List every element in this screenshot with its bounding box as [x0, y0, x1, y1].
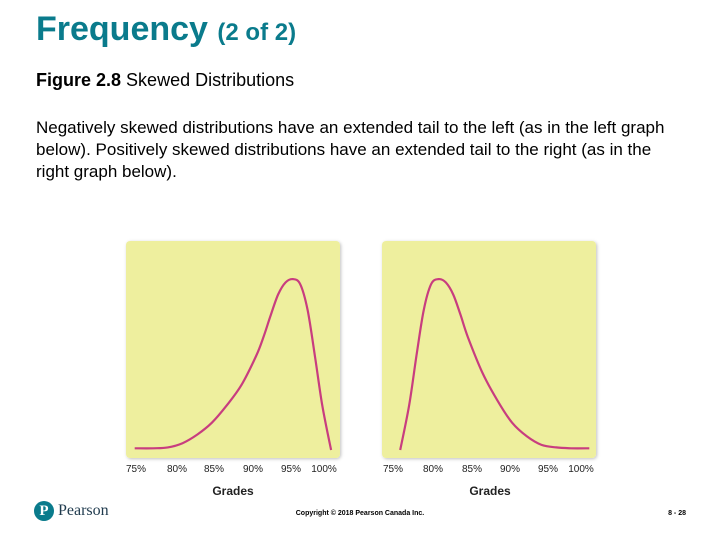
- copyright-notice: Copyright © 2018 Pearson Canada Inc.: [295, 510, 425, 517]
- pearson-logo: P Pearson: [34, 501, 109, 521]
- x-tick-labels: 75% 80% 85% 90% 95% 100%: [383, 464, 594, 475]
- title-suffix: (2 of 2): [217, 19, 297, 46]
- body-text: Negatively skewed distributions have an …: [36, 118, 665, 181]
- x-tick-label: 95%: [281, 464, 301, 475]
- slide-title: Frequency (2 of 2): [36, 10, 296, 49]
- x-tick-label: 100%: [311, 464, 337, 475]
- x-tick-label: 100%: [568, 464, 594, 475]
- x-tick-label: 85%: [462, 464, 482, 475]
- negatively-skewed-chart: 75% 80% 85% 90% 95% 100% Grades: [126, 241, 340, 498]
- x-tick-label: 85%: [204, 464, 224, 475]
- page-number: 8 - 28: [668, 510, 686, 517]
- x-axis-label: Grades: [212, 484, 254, 498]
- pearson-logo-icon: P: [34, 501, 54, 521]
- x-axis-label: Grades: [469, 484, 511, 498]
- x-tick-label: 90%: [500, 464, 520, 475]
- chart-panel: [382, 241, 596, 458]
- title-main: Frequency: [36, 10, 208, 48]
- x-tick-label: 80%: [167, 464, 187, 475]
- x-tick-label: 80%: [423, 464, 443, 475]
- x-tick-label: 90%: [243, 464, 263, 475]
- figure-label: Figure 2.8: [36, 70, 122, 90]
- x-tick-labels: 75% 80% 85% 90% 95% 100%: [126, 464, 337, 475]
- x-tick-label: 95%: [538, 464, 558, 475]
- chart-panel: [126, 241, 340, 458]
- figure-caption: Figure 2.8 Skewed Distributions: [36, 70, 294, 91]
- pearson-logo-text: Pearson: [58, 502, 109, 519]
- distribution-curve: [134, 277, 333, 451]
- x-tick-label: 75%: [126, 464, 146, 475]
- distribution-curve: [399, 277, 590, 451]
- positively-skewed-chart: 75% 80% 85% 90% 95% 100% Grades: [382, 241, 596, 498]
- figure-title: Skewed Distributions: [126, 70, 295, 90]
- x-tick-label: 75%: [383, 464, 403, 475]
